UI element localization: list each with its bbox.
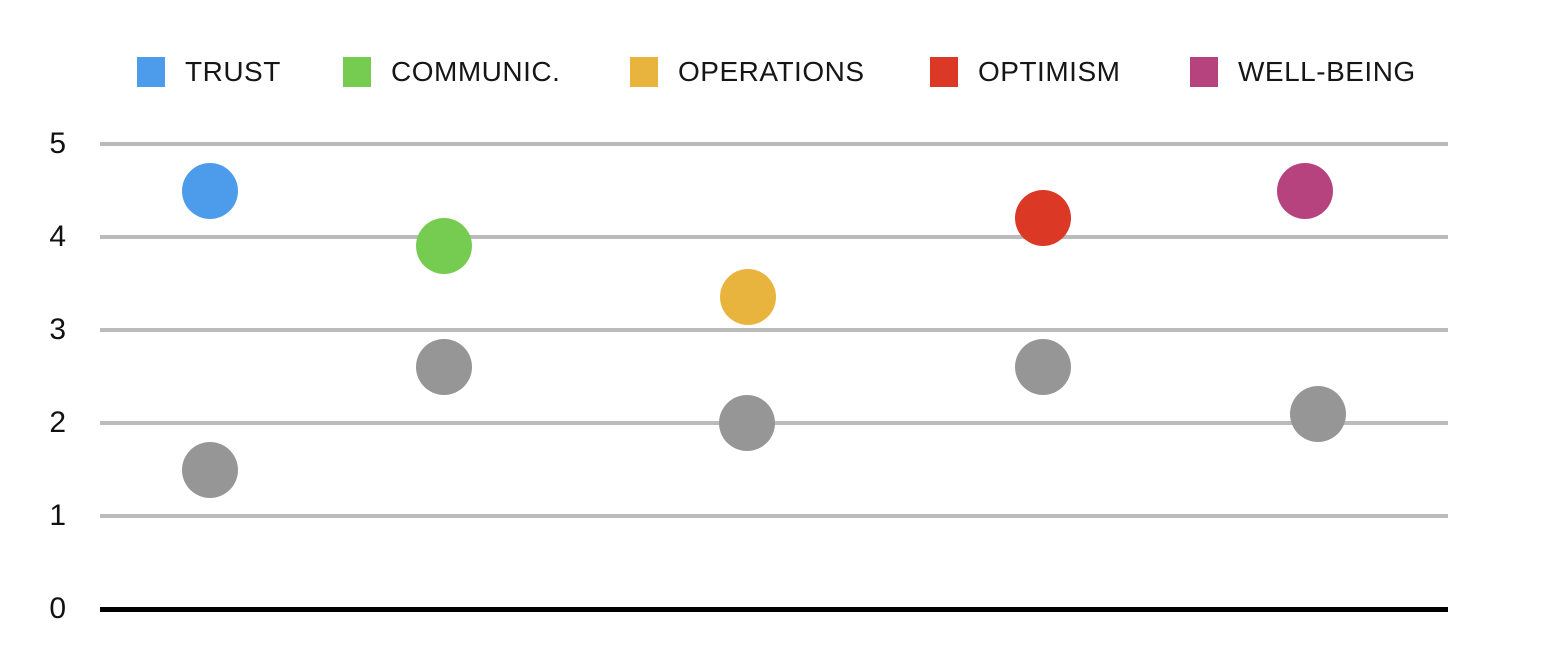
y-tick-label-0: 0 [49,592,66,625]
x-axis-line [100,606,1448,612]
dot-communic [416,218,472,275]
dot-comparison-operations [719,395,775,451]
gridline-5 [100,142,1448,146]
legend-item-optimism: OPTIMISM [930,56,1121,87]
dot-comparison-communic [416,339,472,396]
legend-swatch-operations [630,57,658,87]
legend-item-trust: TRUST [137,56,281,87]
legend-item-well-being: WELL-BEING [1190,56,1416,87]
dot-well-being [1277,162,1333,219]
legend-swatch-trust [137,57,165,87]
legend-label-trust: TRUST [185,56,281,87]
dot-comparison-trust [182,441,238,498]
chart-legend: TRUST COMMUNIC. OPERATIONS OPTIMISM WELL-BEI… [0,0,1568,110]
dot-comparison-optimism [1015,339,1071,396]
legend-item-communic: COMMUNIC. [343,56,561,87]
y-tick-label-3: 3 [49,313,66,346]
legend-label-well-being: WELL-BEING [1238,56,1416,87]
legend-swatch-optimism [930,57,958,87]
gridline-3 [100,328,1448,332]
legend-label-communic: COMMUNIC. [391,56,561,87]
legend-item-operations: OPERATIONS [630,56,865,87]
legend-swatch-well-being [1190,57,1218,87]
legend-label-optimism: OPTIMISM [978,56,1121,87]
dot-optimism [1015,190,1071,247]
dot-trust [182,162,238,219]
legend-swatch-communic [343,57,371,87]
dot-operations [720,269,776,326]
legend-label-operations: OPERATIONS [678,56,865,87]
y-tick-label-4: 4 [49,220,66,253]
gridline-1 [100,514,1448,518]
y-tick-label-1: 1 [49,499,66,532]
dot-comparison-well-being [1290,385,1346,442]
y-tick-label-5: 5 [49,127,66,160]
gridline-4 [100,235,1448,239]
y-tick-label-2: 2 [49,406,66,439]
